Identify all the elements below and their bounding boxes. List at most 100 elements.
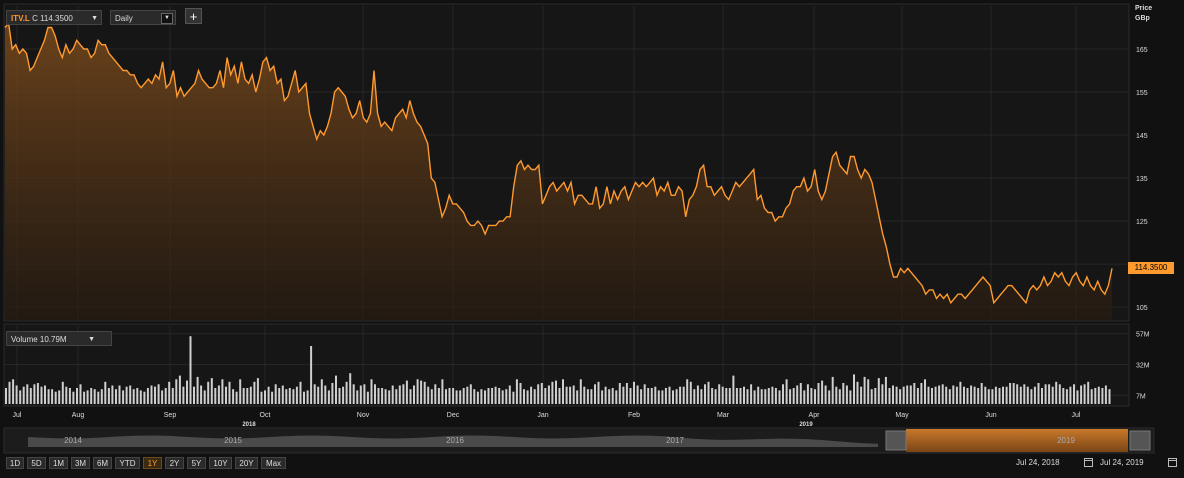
volume-bar — [799, 383, 802, 404]
volume-bar — [356, 390, 359, 404]
volume-bar — [146, 388, 149, 404]
range-button-20y[interactable]: 20Y — [235, 457, 258, 469]
range-button-max[interactable]: Max — [261, 457, 286, 469]
year-label: 2019 — [799, 422, 813, 428]
volume-bar — [700, 389, 703, 404]
volume-bar — [629, 388, 632, 404]
volume-bar — [945, 386, 948, 404]
x-tick-label: Oct — [260, 412, 271, 419]
volume-bar — [111, 385, 114, 404]
volume-bar — [1012, 383, 1015, 404]
volume-bar — [640, 389, 643, 404]
volume-bar — [420, 380, 423, 404]
range-button-10y[interactable]: 10Y — [209, 457, 232, 469]
volume-bar — [366, 391, 369, 404]
volume-bar — [132, 389, 135, 404]
volume-bar — [377, 388, 380, 404]
volume-bar — [448, 388, 451, 404]
y-tick-label: 165 — [1136, 47, 1148, 54]
volume-bar — [537, 384, 540, 404]
volume-bar — [1048, 384, 1051, 404]
volume-bar — [1065, 389, 1068, 404]
volume-bar — [125, 386, 128, 404]
volume-bar — [601, 390, 604, 404]
volume-bar — [1097, 386, 1100, 404]
date-to-field[interactable]: Jul 24, 2019 — [1100, 458, 1144, 467]
interval-label: Daily — [115, 14, 133, 23]
volume-bar — [625, 383, 628, 404]
volume-bar — [161, 390, 164, 404]
navigator-right-handle[interactable] — [1129, 430, 1151, 451]
volume-bar — [271, 391, 274, 404]
range-button-2y[interactable]: 2Y — [165, 457, 184, 469]
volume-bar — [416, 379, 419, 404]
volume-bar — [374, 384, 376, 404]
date-from-field[interactable]: Jul 24, 2018 — [1016, 458, 1060, 467]
volume-bar — [29, 388, 32, 404]
calendar-icon[interactable] — [1168, 458, 1177, 467]
volume-selector[interactable]: Volume 10.79M ▼ — [6, 331, 112, 346]
volume-bar — [469, 384, 472, 404]
volume-bar — [405, 380, 408, 404]
volume-bar — [441, 379, 444, 404]
volume-bar — [122, 390, 125, 404]
volume-bar — [664, 388, 667, 404]
volume-bar — [494, 386, 497, 404]
volume-bar — [551, 381, 554, 404]
add-study-button[interactable]: + — [185, 8, 202, 24]
volume-bar — [774, 388, 777, 404]
volume-bar — [760, 389, 763, 404]
volume-bar — [76, 388, 78, 404]
volume-bar — [260, 391, 263, 404]
range-button-6m[interactable]: 6M — [93, 457, 112, 469]
range-button-1m[interactable]: 1M — [49, 457, 68, 469]
volume-bar — [409, 389, 412, 404]
volume-bar — [1069, 386, 1072, 404]
volume-bar — [207, 381, 210, 404]
volume-bar — [959, 381, 962, 404]
volume-bar — [462, 388, 465, 404]
volume-label: Volume 10.79M — [11, 335, 67, 344]
volume-bar — [476, 391, 479, 404]
volume-bar — [920, 383, 923, 404]
volume-bar — [523, 389, 525, 404]
volume-bar — [455, 390, 458, 404]
volume-bar — [445, 389, 447, 404]
range-button-1d[interactable]: 1D — [6, 457, 24, 469]
volume-bar — [764, 389, 767, 404]
volume-bar — [746, 389, 749, 404]
volume-bar — [1073, 384, 1075, 404]
range-button-5y[interactable]: 5Y — [187, 457, 206, 469]
volume-tick-label: 7M — [1136, 393, 1146, 400]
range-button-ytd[interactable]: YTD — [115, 457, 140, 469]
volume-bar — [51, 389, 54, 404]
price-line[interactable] — [4, 21, 1113, 305]
navigator-selection[interactable] — [906, 429, 1128, 452]
volume-bar — [1041, 388, 1043, 404]
volume-bar — [47, 389, 50, 404]
volume-bar — [221, 379, 224, 404]
ticker-selector[interactable]: ITV.L C 114.3500 ▼ — [6, 10, 102, 25]
volume-bar — [909, 385, 912, 404]
interval-selector[interactable]: Daily ▼ — [110, 10, 176, 25]
volume-bar — [278, 388, 281, 404]
range-button-3m[interactable]: 3M — [71, 457, 90, 469]
volume-bar — [547, 385, 550, 404]
volume-bar — [150, 385, 153, 404]
navigator-year-label: 2015 — [224, 436, 242, 445]
calendar-icon[interactable] — [1084, 458, 1093, 467]
volume-bar — [154, 386, 156, 404]
volume-bar — [845, 385, 848, 404]
range-button-5d[interactable]: 5D — [27, 457, 46, 469]
year-label: 2018 — [242, 422, 256, 428]
navigator-left-handle[interactable] — [885, 430, 907, 451]
volume-bar — [842, 383, 845, 404]
volume-bar — [430, 389, 433, 404]
volume-bar — [235, 391, 238, 404]
last-price-tag: 114.3500 — [1128, 262, 1174, 275]
volume-bar — [980, 383, 983, 404]
volume-bar — [1037, 383, 1040, 404]
volume-bar — [512, 391, 515, 404]
volume-bar — [757, 386, 760, 404]
range-button-1y[interactable]: 1Y — [143, 457, 162, 469]
